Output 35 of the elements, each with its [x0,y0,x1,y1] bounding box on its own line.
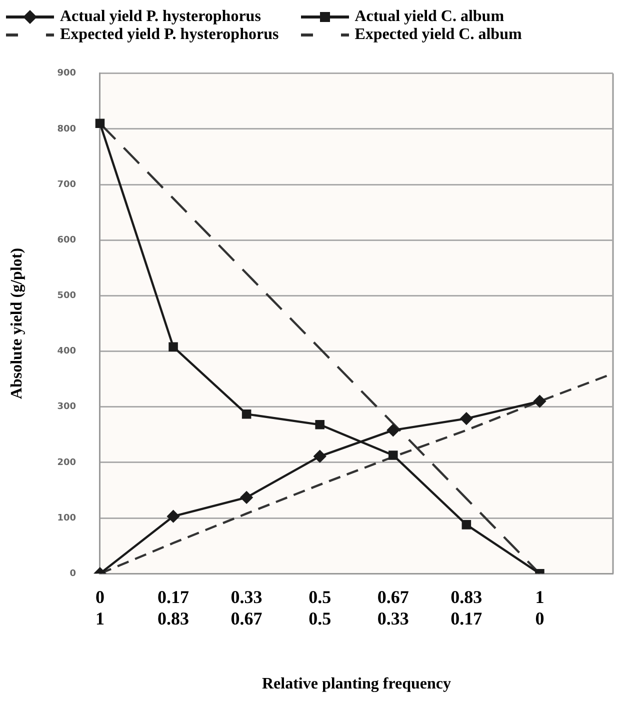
point [242,409,252,419]
y-tick-label: 100 [57,513,76,524]
x-tick-label: 0.5 0.5 [308,587,332,629]
y-axis-title: Absolute yield (g/plot) [8,248,26,400]
x-tick-label: 0.33 0.67 [230,587,262,629]
point [387,424,400,436]
point [460,412,473,425]
point [95,118,105,128]
y-tick-label: 200 [57,458,76,468]
y-tick-label: 600 [57,235,76,246]
legend-label: Expected yield P. hysterophorus [60,26,279,44]
point [240,491,253,504]
x-tick-label: 0 1 [95,587,104,629]
point [462,520,472,530]
y-tick-label: 0 [70,568,76,579]
y-tick-label: 500 [57,291,76,302]
y-tick-label: 900 [57,68,76,79]
y-tick-label: 700 [57,180,76,190]
x-tick-label: 1 0 [535,587,544,629]
legend-label: Actual yield P. hysterophorus [60,8,261,26]
legend-label: Actual yield C. album [354,8,504,26]
x-axis-title: Relative planting frequency [262,676,452,693]
point [314,450,326,462]
x-tick-label: 0.83 0.17 [450,587,482,629]
point [167,510,180,522]
legend-label: Expected yield C. album [354,26,522,44]
point [315,420,324,430]
y-tick-label: 800 [57,124,76,134]
x-tick-label: 0.67 0.33 [377,587,409,629]
x-tick-label: 0.17 0.83 [158,587,190,629]
y-tick-label: 300 [57,402,76,412]
y-tick-label: 400 [57,346,76,357]
point [168,342,178,352]
point [534,395,546,408]
point [388,450,398,460]
